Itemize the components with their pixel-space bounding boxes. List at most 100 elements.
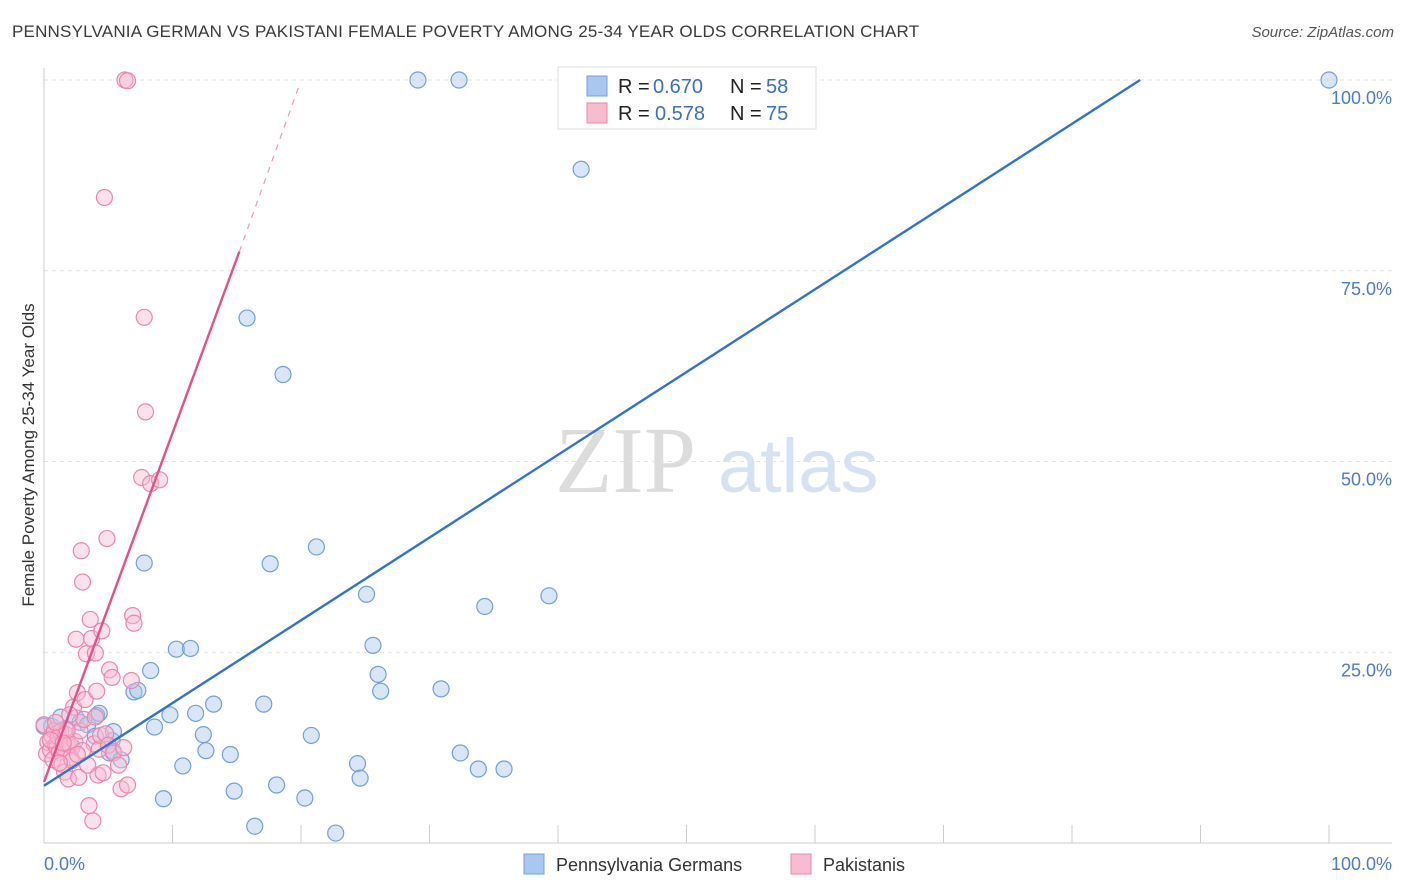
- data-point: [86, 708, 105, 726]
- data-point: [197, 742, 215, 760]
- legend-n-label-1: N =: [730, 76, 762, 98]
- trend-line-extension: [238, 87, 299, 252]
- watermark-zip: ZIP: [555, 409, 696, 513]
- data-point: [109, 756, 128, 774]
- x-tick-label-min: 0.0%: [44, 854, 85, 874]
- legend-n-label-2: N =: [730, 103, 762, 125]
- data-point: [307, 538, 326, 556]
- data-point: [238, 309, 256, 327]
- data-point: [351, 769, 369, 787]
- data-point: [167, 640, 185, 658]
- source-credit: Source: ZipAtlas.com: [1251, 24, 1394, 41]
- data-point: [221, 745, 239, 764]
- data-point: [73, 573, 92, 591]
- data-point: [136, 403, 155, 421]
- data-point: [194, 726, 212, 744]
- legend-r-value-2: 0.578: [655, 103, 705, 125]
- data-point: [432, 680, 450, 698]
- data-point: [450, 71, 468, 89]
- data-point: [540, 587, 558, 605]
- data-point: [364, 636, 382, 654]
- data-point: [80, 797, 98, 815]
- data-point: [76, 690, 94, 709]
- y-tick-label: 100.0%: [1331, 88, 1392, 108]
- data-point: [95, 188, 113, 207]
- data-point: [348, 755, 367, 773]
- trend-line: [42, 251, 241, 783]
- legend-r-label-1: R =: [618, 76, 650, 98]
- data-point: [302, 726, 320, 745]
- chart-title: PENNSYLVANIA GERMAN VS PAKISTANI FEMALE …: [12, 22, 920, 41]
- data-point: [79, 756, 97, 774]
- data-point: [296, 789, 314, 807]
- series-legend: Pennsylvania Germans Pakistanis: [523, 853, 905, 875]
- data-point: [267, 776, 286, 794]
- data-point: [135, 308, 153, 326]
- legend-n-value-1: 58: [766, 76, 788, 98]
- data-point: [145, 718, 164, 736]
- data-point: [476, 597, 494, 616]
- series-pakistanis: [35, 71, 169, 830]
- data-point: [205, 695, 223, 713]
- bottom-legend-label-pennsylvania: Pennsylvania Germans: [556, 855, 742, 875]
- trend-line: [43, 78, 1141, 787]
- data-point: [495, 760, 513, 778]
- data-point: [46, 713, 65, 732]
- stats-legend: R = 0.670 N = 58 R = 0.578 N = 75: [557, 66, 817, 130]
- data-point: [161, 706, 179, 724]
- data-point: [67, 630, 85, 648]
- data-point: [129, 681, 147, 700]
- data-point: [409, 71, 427, 89]
- data-point: [187, 704, 205, 722]
- legend-r-label-2: R =: [618, 103, 650, 125]
- data-point: [84, 812, 102, 830]
- bottom-legend-label-pakistani: Pakistanis: [823, 855, 905, 875]
- data-point: [372, 682, 390, 700]
- data-point: [142, 661, 160, 680]
- data-point: [451, 744, 469, 762]
- trend-layer: [42, 78, 1141, 787]
- data-point: [246, 817, 264, 835]
- legend-n-value-2: 75: [766, 103, 788, 125]
- x-tick-label-max: 100.0%: [1331, 854, 1392, 874]
- data-point: [81, 610, 99, 629]
- bottom-legend-swatch-pakistani: [790, 853, 812, 875]
- gridlines: [44, 79, 1392, 653]
- y-tick-label: 75.0%: [1341, 279, 1392, 299]
- data-point: [94, 764, 112, 782]
- data-point: [135, 554, 153, 572]
- data-point: [118, 776, 137, 794]
- data-point: [125, 614, 143, 632]
- data-point: [225, 782, 243, 800]
- data-point: [261, 555, 279, 573]
- legend-r-value-1: 0.670: [653, 76, 703, 98]
- legend-swatch-pakistani: [586, 102, 608, 124]
- data-point: [154, 790, 173, 808]
- data-point: [174, 757, 192, 775]
- bottom-legend-swatch-pennsylvania: [523, 853, 545, 875]
- data-point: [181, 639, 200, 658]
- data-point: [98, 529, 116, 548]
- data-point: [133, 468, 151, 487]
- data-point: [1320, 71, 1338, 89]
- watermark: ZIP atlas: [555, 409, 879, 513]
- data-point: [122, 671, 140, 690]
- y-tick-label: 50.0%: [1341, 470, 1392, 490]
- axes: [43, 68, 1392, 844]
- data-point: [70, 768, 88, 786]
- data-point: [327, 824, 345, 842]
- data-point: [572, 160, 590, 178]
- y-tick-label: 25.0%: [1341, 660, 1392, 680]
- data-point: [369, 665, 387, 683]
- data-point: [68, 745, 87, 764]
- data-point: [357, 585, 376, 603]
- data-point: [103, 668, 121, 687]
- watermark-atlas: atlas: [718, 424, 879, 509]
- data-point: [118, 72, 137, 90]
- data-point: [469, 760, 487, 778]
- data-point: [255, 695, 273, 713]
- legend-swatch-pennsylvania: [586, 75, 608, 97]
- data-point: [115, 739, 133, 757]
- data-point: [72, 542, 90, 560]
